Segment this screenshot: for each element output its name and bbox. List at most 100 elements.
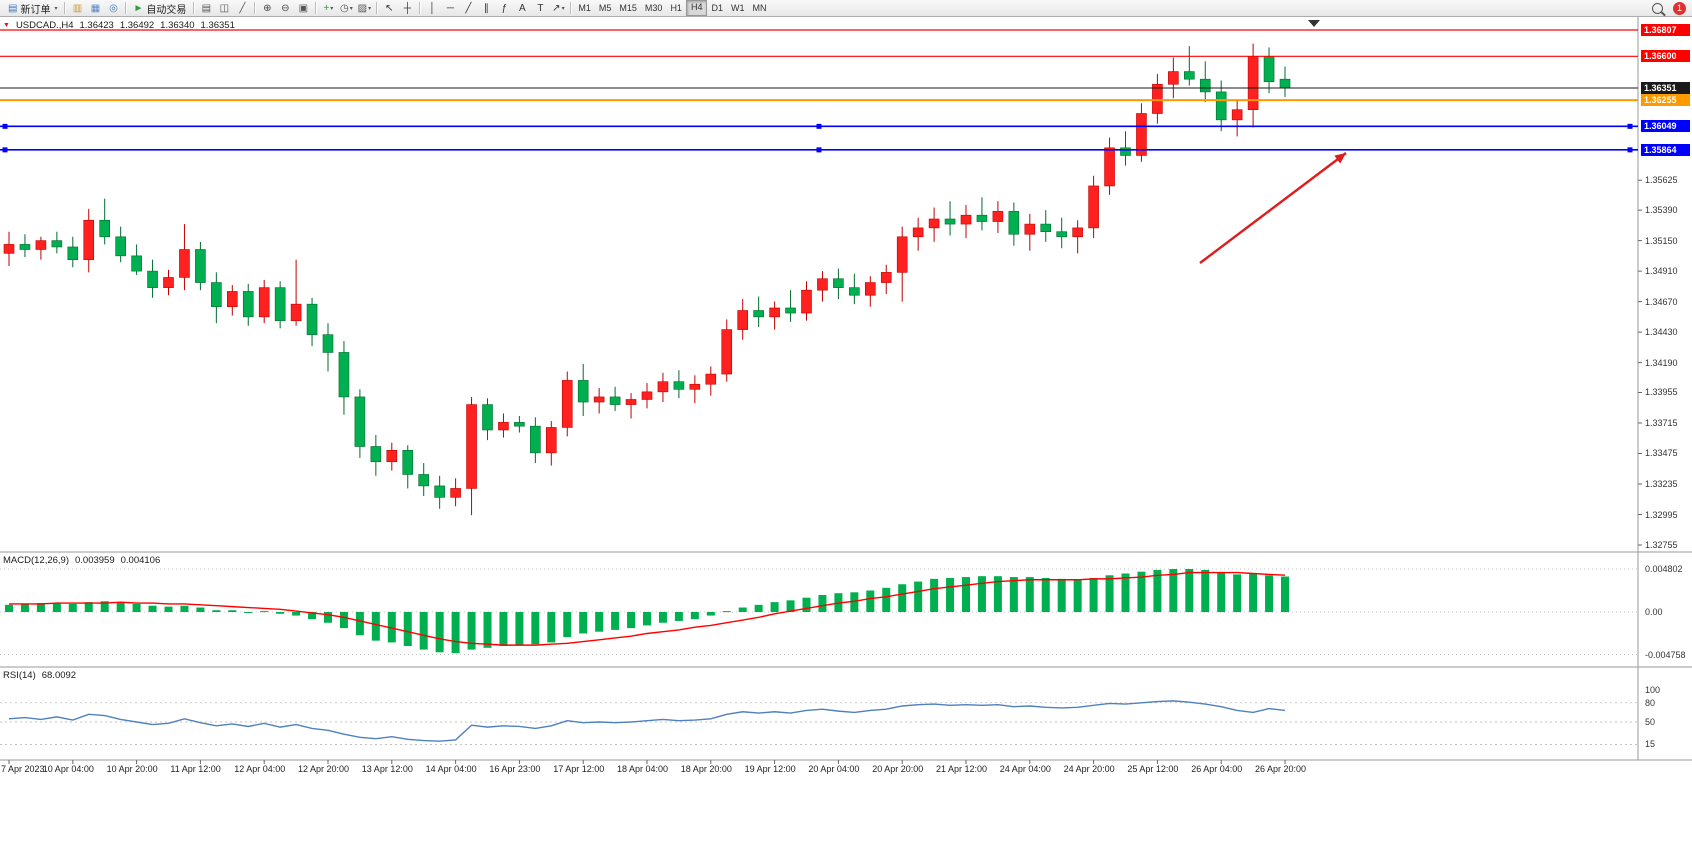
- candlestick-chart-icon[interactable]: ◫: [215, 1, 233, 16]
- candle-body: [737, 310, 749, 330]
- horizontal-line[interactable]: [0, 147, 1638, 153]
- macd-histogram-bar: [977, 576, 986, 612]
- icon-glyph: ╱: [239, 2, 246, 14]
- timeframe-m1-button[interactable]: M1: [578, 3, 591, 13]
- new-order-button[interactable]: ▤ 新订单 ▾: [4, 1, 61, 16]
- icon-glyph: ┼: [403, 2, 411, 14]
- macd-histogram-bar: [1233, 574, 1242, 612]
- macd-histogram-bar: [595, 612, 604, 632]
- rsi-value: 68.0092: [41, 670, 77, 681]
- candlestick: [625, 393, 637, 419]
- macd-histogram-bar: [212, 610, 221, 612]
- timeframe-m5-button[interactable]: M5: [598, 3, 612, 13]
- search-icon[interactable]: [1652, 2, 1663, 14]
- macd-histogram-bar: [228, 610, 237, 612]
- trend-arrow[interactable]: [1199, 152, 1347, 264]
- candlestick: [370, 435, 382, 476]
- timeframe-h1-button[interactable]: H1: [670, 3, 682, 13]
- macd-histogram-bar: [1217, 572, 1226, 612]
- candle-body: [83, 219, 95, 260]
- macd-histogram-bar: [132, 603, 141, 612]
- icon-glyph: ╱: [465, 2, 472, 14]
- periods-icon[interactable]: ◷ ▾: [337, 1, 355, 16]
- candle-body: [290, 303, 302, 321]
- candle-body: [1263, 56, 1275, 83]
- crosshair-icon[interactable]: ┼: [398, 1, 416, 16]
- horizontal-line[interactable]: [0, 123, 1638, 129]
- candle-body: [274, 287, 286, 321]
- macd-histogram-bar: [260, 611, 269, 613]
- line-handle[interactable]: [816, 147, 822, 153]
- candle-body: [1008, 211, 1020, 235]
- candle-body: [1168, 71, 1179, 85]
- macd-histogram-bar: [866, 590, 875, 612]
- zoom-out-icon[interactable]: ⊖: [276, 1, 294, 16]
- channel-icon[interactable]: ∥: [477, 1, 495, 16]
- candlestick: [179, 224, 190, 291]
- notification-badge[interactable]: 1: [1673, 1, 1686, 15]
- line-handle[interactable]: [816, 123, 822, 129]
- icon-glyph: ▨: [357, 2, 368, 14]
- candle-body: [67, 246, 79, 260]
- navigator-icon[interactable]: ◎: [104, 1, 122, 16]
- macd-histogram-bar: [515, 612, 524, 646]
- arrows-icon[interactable]: ↗ ▾: [549, 1, 567, 16]
- vertical-line-icon[interactable]: │: [423, 1, 441, 16]
- macd-histogram-bar: [611, 612, 620, 630]
- candlestick: [290, 259, 302, 326]
- candle-body: [976, 214, 988, 222]
- line-handle[interactable]: [1627, 147, 1633, 153]
- icon-glyph: │: [429, 2, 436, 14]
- macd-histogram-bar: [690, 612, 699, 620]
- timeframe-m15-button[interactable]: M15: [619, 3, 637, 13]
- macd-histogram-bar: [435, 612, 444, 653]
- cursor-icon[interactable]: ↖: [380, 1, 398, 16]
- line-handle[interactable]: [2, 123, 8, 129]
- candle-body: [195, 249, 206, 283]
- tile-windows-icon[interactable]: ▣: [294, 1, 312, 16]
- candlestick: [115, 226, 126, 263]
- macd-histogram-bar: [1265, 575, 1274, 612]
- line-handle[interactable]: [1627, 123, 1633, 129]
- candle-body: [912, 227, 924, 238]
- candlestick: [1168, 57, 1179, 99]
- text-icon[interactable]: A: [513, 1, 531, 16]
- macd-signal-line: [9, 571, 1286, 646]
- data-window-icon[interactable]: ▦: [86, 1, 104, 16]
- icon-glyph: ◫: [219, 2, 230, 14]
- timeframe-h4-button[interactable]: H4: [685, 0, 708, 16]
- candlestick: [1120, 131, 1131, 166]
- candle-body: [833, 278, 844, 288]
- template-icon[interactable]: ▨ ▾: [355, 1, 373, 16]
- macd-histogram-bar: [52, 603, 61, 612]
- candlestick: [1008, 202, 1020, 246]
- candle-body: [960, 214, 972, 225]
- candle-body: [19, 244, 31, 250]
- toolbar-separator: [125, 2, 127, 14]
- timeframe-w1-button[interactable]: W1: [730, 3, 745, 13]
- dropdown-caret-icon: ▾: [54, 5, 58, 12]
- candlestick: [242, 283, 254, 326]
- candle-body: [1136, 113, 1147, 156]
- candle-body: [1215, 91, 1227, 121]
- trendline-icon[interactable]: ╱: [459, 1, 477, 16]
- macd-histogram-bar: [116, 602, 125, 612]
- zoom-in-icon[interactable]: ⊕: [258, 1, 276, 16]
- icon-glyph: ∥: [483, 2, 489, 14]
- candle-body: [577, 380, 589, 403]
- timeframe-d1-button[interactable]: D1: [711, 3, 723, 13]
- horizontal-line-icon[interactable]: ─: [441, 1, 459, 16]
- fibonacci-icon[interactable]: ƒ: [495, 1, 513, 16]
- text-label-icon[interactable]: T: [531, 1, 549, 16]
- market-watch-icon[interactable]: ▥: [68, 1, 86, 16]
- line-handle[interactable]: [2, 147, 8, 153]
- timeframe-m30-button[interactable]: M30: [644, 3, 663, 13]
- bars-chart-icon[interactable]: ▤: [197, 1, 215, 16]
- candle-body: [466, 404, 477, 489]
- timeframe-mn-button[interactable]: MN: [752, 3, 767, 13]
- line-chart-icon[interactable]: ╱: [233, 1, 251, 16]
- add-indicator-icon[interactable]: + ▾: [319, 1, 337, 16]
- auto-trading-button[interactable]: ► 自动交易: [129, 1, 190, 16]
- chart-shift-marker[interactable]: [1308, 20, 1320, 27]
